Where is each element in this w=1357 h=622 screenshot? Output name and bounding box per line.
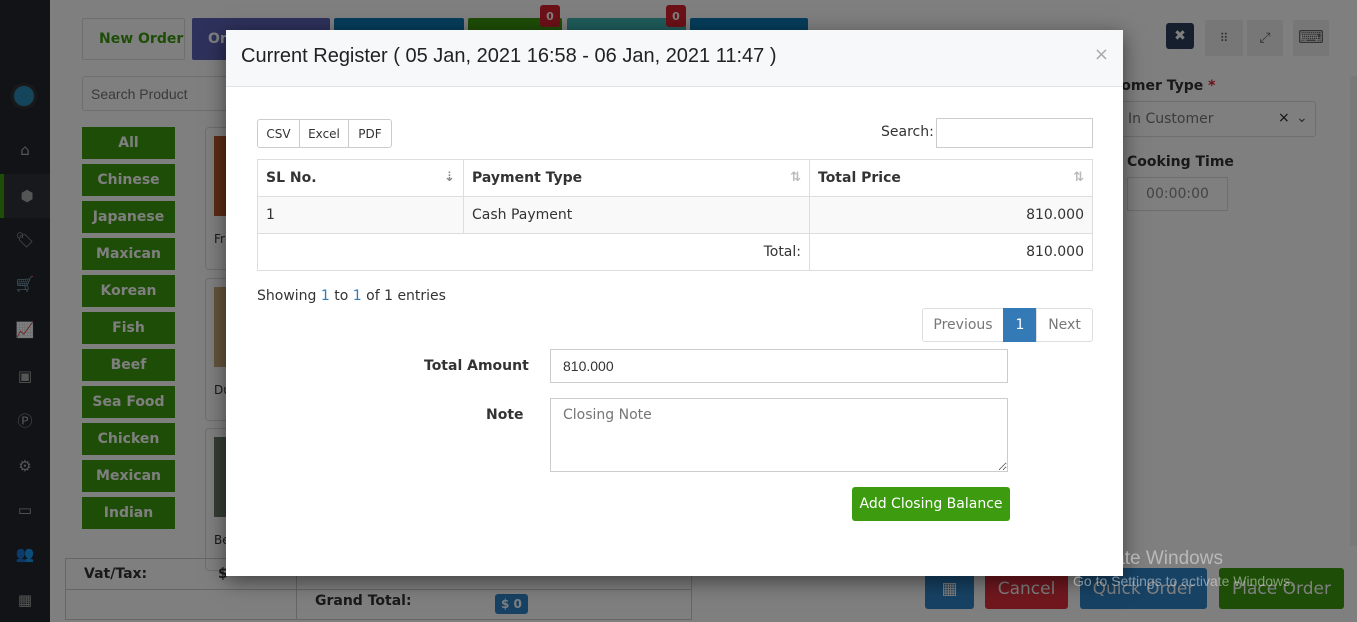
activate-windows-title: Activate Windows bbox=[1073, 548, 1223, 569]
table-footer-row: Total: 810.000 bbox=[257, 233, 1093, 271]
cell-sl: 1 bbox=[257, 196, 464, 234]
modal-header: Current Register ( 05 Jan, 2021 16:58 - … bbox=[226, 30, 1123, 87]
table-search-input[interactable] bbox=[936, 118, 1093, 148]
pdf-button[interactable]: PDF bbox=[348, 119, 392, 148]
modal-title: Current Register ( 05 Jan, 2021 16:58 - … bbox=[241, 45, 777, 67]
column-header-payment-type[interactable]: Payment Type ⇅ bbox=[463, 159, 810, 197]
add-closing-balance-button[interactable]: Add Closing Balance bbox=[852, 487, 1010, 521]
closing-note-textarea[interactable] bbox=[550, 398, 1008, 472]
sort-asc-icon: ⇣ bbox=[444, 170, 455, 185]
previous-page-button[interactable]: Previous bbox=[922, 308, 1004, 342]
table-header-row: SL No. ⇣ Payment Type ⇅ Total Price ⇅ bbox=[257, 159, 1093, 197]
next-page-button[interactable]: Next bbox=[1036, 308, 1093, 342]
cell-payment-type: Cash Payment bbox=[463, 196, 810, 234]
cell-total-price: 810.000 bbox=[809, 196, 1093, 234]
register-table: SL No. ⇣ Payment Type ⇅ Total Price ⇅ 1 Cas… bbox=[257, 159, 1093, 271]
total-amount-input[interactable] bbox=[550, 349, 1008, 383]
total-amount-label: Total Amount bbox=[424, 358, 529, 374]
total-label: Total: bbox=[257, 233, 810, 271]
column-header-total-price[interactable]: Total Price ⇅ bbox=[809, 159, 1093, 197]
excel-button[interactable]: Excel bbox=[299, 119, 349, 148]
column-header-sl[interactable]: SL No. ⇣ bbox=[257, 159, 464, 197]
page-1-button[interactable]: 1 bbox=[1003, 308, 1037, 342]
search-label: Search: bbox=[881, 124, 934, 140]
table-row: 1 Cash Payment 810.000 bbox=[257, 196, 1093, 234]
close-icon[interactable]: × bbox=[1093, 44, 1109, 65]
current-register-modal: Current Register ( 05 Jan, 2021 16:58 - … bbox=[226, 30, 1123, 576]
table-info: Showing 1 to 1 of 1 entries bbox=[257, 288, 446, 304]
csv-button[interactable]: CSV bbox=[257, 119, 300, 148]
total-value: 810.000 bbox=[809, 233, 1093, 271]
note-label: Note bbox=[486, 407, 524, 423]
activate-windows-subtitle: Go to Settings to activate Windows. bbox=[1073, 573, 1294, 589]
sort-icon: ⇅ bbox=[790, 170, 801, 185]
sort-icon: ⇅ bbox=[1073, 170, 1084, 185]
